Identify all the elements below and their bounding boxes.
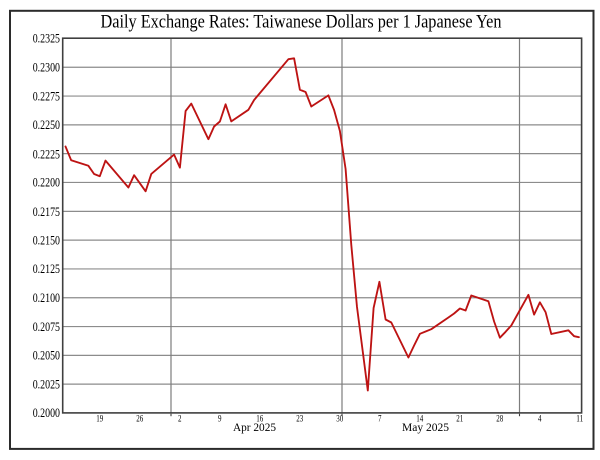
- svg-text:26: 26: [136, 414, 143, 424]
- svg-text:0.2050: 0.2050: [33, 348, 60, 362]
- svg-text:4: 4: [538, 414, 542, 424]
- svg-text:16: 16: [256, 414, 263, 424]
- svg-text:Daily Exchange Rates: Taiwanes: Daily Exchange Rates: Taiwanese Dollars …: [101, 11, 502, 32]
- svg-text:0.2100: 0.2100: [33, 291, 60, 305]
- svg-text:0.2250: 0.2250: [33, 118, 60, 132]
- svg-text:0.2075: 0.2075: [33, 320, 60, 334]
- svg-text:28: 28: [496, 414, 503, 424]
- svg-text:19: 19: [96, 414, 103, 424]
- svg-text:0.2125: 0.2125: [33, 262, 60, 276]
- svg-text:30: 30: [336, 414, 343, 424]
- svg-text:0.2300: 0.2300: [33, 60, 60, 74]
- svg-text:0.2200: 0.2200: [33, 176, 60, 190]
- svg-text:2: 2: [178, 414, 182, 424]
- svg-text:7: 7: [378, 414, 382, 424]
- svg-text:14: 14: [416, 414, 423, 424]
- svg-text:Apr 2025: Apr 2025: [233, 422, 276, 434]
- svg-text:0.2150: 0.2150: [33, 233, 60, 247]
- svg-text:0.2000: 0.2000: [33, 406, 60, 420]
- svg-text:9: 9: [218, 414, 222, 424]
- svg-text:0.2325: 0.2325: [33, 32, 60, 46]
- svg-text:23: 23: [296, 414, 303, 424]
- svg-text:11: 11: [576, 414, 583, 424]
- svg-text:21: 21: [456, 414, 463, 424]
- svg-text:May 2025: May 2025: [402, 422, 449, 434]
- svg-text:0.2025: 0.2025: [33, 377, 60, 391]
- svg-text:0.2175: 0.2175: [33, 205, 60, 219]
- svg-text:0.2275: 0.2275: [33, 89, 60, 103]
- svg-text:0.2225: 0.2225: [33, 147, 60, 161]
